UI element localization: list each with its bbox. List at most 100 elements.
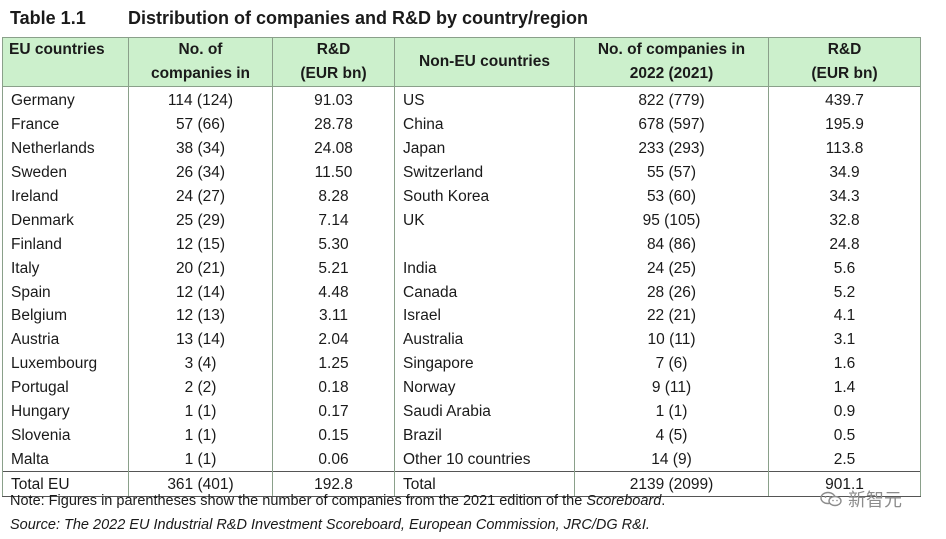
table-header: EU countries No. of companies in R&D (EU…	[2, 37, 921, 87]
cell-eu-companies: 1 (1)	[128, 399, 273, 424]
cell-eu-companies: 13 (14)	[128, 327, 273, 352]
header-eu-companies-line1: No. of	[178, 41, 223, 58]
wechat-icon	[820, 491, 842, 507]
cell-eu-companies: 3 (4)	[128, 351, 273, 376]
cell-eu-rd: 5.30	[272, 232, 395, 257]
cell-non-eu-companies: 14 (9)	[574, 447, 769, 472]
cell-non-eu-companies: 4 (5)	[574, 423, 769, 448]
cell-non-eu-rd: 5.6	[768, 256, 921, 281]
cell-non-eu-country: India	[394, 256, 575, 281]
note-italic: Scoreboard	[586, 493, 662, 509]
cell-eu-country: Luxembourg	[2, 351, 129, 376]
cell-eu-companies: 12 (13)	[128, 304, 273, 328]
cell-non-eu-companies: 55 (57)	[574, 160, 769, 185]
cell-non-eu-companies: 9 (11)	[574, 375, 769, 400]
cell-eu-rd: 1.25	[272, 351, 395, 376]
cell-non-eu-rd: 34.9	[768, 160, 921, 185]
distribution-table: EU countries No. of companies in R&D (EU…	[2, 37, 921, 498]
header-non-eu-companies-line2: 2022 (2021)	[629, 65, 714, 82]
cell-non-eu-rd: 4.1	[768, 304, 921, 328]
cell-non-eu-rd: 34.3	[768, 184, 921, 209]
cell-eu-country: Belgium	[2, 304, 129, 328]
cell-non-eu-companies: 1 (1)	[574, 399, 769, 424]
cell-non-eu-country: China	[394, 112, 575, 137]
cell-non-eu-rd: 195.9	[768, 112, 921, 137]
cell-eu-country: Portugal	[2, 375, 129, 400]
cell-non-eu-companies: 28 (26)	[574, 280, 769, 305]
cell-non-eu-country: Total	[394, 471, 575, 498]
cell-eu-country: Italy	[2, 256, 129, 281]
table-number: Table 1.1	[10, 8, 86, 28]
table-caption: Distribution of companies and R&D by cou…	[128, 8, 589, 28]
cell-eu-country: Hungary	[2, 399, 129, 424]
cell-non-eu-rd: 3.1	[768, 327, 921, 352]
table-row: Spain 12 (14) 4.48 Canada 28 (26) 5.2	[2, 280, 921, 305]
cell-non-eu-country: Switzerland	[394, 160, 575, 185]
table-row: Hungary 1 (1) 0.17 Saudi Arabia 1 (1) 0.9	[2, 399, 921, 424]
cell-eu-companies: 361 (401)	[128, 471, 273, 498]
cell-non-eu-rd: 1.4	[768, 375, 921, 400]
cell-eu-country: Total EU	[2, 471, 129, 498]
cell-non-eu-companies: 678 (597)	[574, 112, 769, 137]
cell-eu-rd: 91.03	[272, 86, 395, 113]
cell-non-eu-rd: 439.7	[768, 86, 921, 113]
table-row: Finland 12 (15) 5.30 84 (86) 24.8	[2, 232, 921, 257]
cell-eu-rd: 0.17	[272, 399, 395, 424]
cell-eu-rd: 0.18	[272, 375, 395, 400]
header-non-eu-countries: Non-EU countries	[394, 37, 575, 87]
cell-eu-companies: 1 (1)	[128, 447, 273, 472]
cell-non-eu-rd: 2.5	[768, 447, 921, 472]
cell-non-eu-country: South Korea	[394, 184, 575, 209]
watermark-text: 新智元	[848, 490, 902, 510]
cell-non-eu-rd: 32.8	[768, 208, 921, 233]
cell-eu-companies: 57 (66)	[128, 112, 273, 137]
cell-eu-country: Denmark	[2, 208, 129, 233]
cell-non-eu-country: Norway	[394, 375, 575, 400]
cell-non-eu-country: Brazil	[394, 423, 575, 448]
cell-non-eu-country: UK	[394, 208, 575, 233]
cell-non-eu-country: Japan	[394, 136, 575, 161]
table-row: Austria 13 (14) 2.04 Australia 10 (11) 3.1	[2, 327, 921, 352]
note-suffix: .	[661, 493, 666, 509]
cell-eu-country: Austria	[2, 327, 129, 352]
cell-eu-companies: 12 (14)	[128, 280, 273, 305]
cell-non-eu-rd: 901.1	[768, 471, 921, 498]
table-row: Luxembourg 3 (4) 1.25 Singapore 7 (6) 1.6	[2, 351, 921, 376]
header-eu-rd-line2: (EUR bn)	[300, 65, 367, 82]
cell-non-eu-companies: 24 (25)	[574, 256, 769, 281]
cell-non-eu-rd: 113.8	[768, 136, 921, 161]
table-row: Germany 114 (124) 91.03 US 822 (779) 439.7	[2, 86, 921, 113]
header-non-eu-rd: R&D (EUR bn)	[768, 37, 921, 87]
cell-non-eu-companies: 10 (11)	[574, 327, 769, 352]
cell-non-eu-country: US	[394, 86, 575, 113]
cell-eu-companies: 38 (34)	[128, 136, 273, 161]
cell-eu-companies: 25 (29)	[128, 208, 273, 233]
header-non-eu-rd-line2: (EUR bn)	[811, 65, 878, 82]
cell-non-eu-rd: 1.6	[768, 351, 921, 376]
table-body: Germany 114 (124) 91.03 US 822 (779) 439.7 Fra…	[2, 86, 921, 498]
cell-eu-companies: 24 (27)	[128, 184, 273, 209]
table-note: Note: Figures in parentheses show the nu…	[10, 493, 665, 509]
cell-non-eu-country: Other 10 countries	[394, 447, 575, 472]
cell-eu-rd: 3.11	[272, 304, 395, 328]
cell-non-eu-companies: 53 (60)	[574, 184, 769, 209]
distribution-table-container: EU countries No. of companies in R&D (EU…	[2, 37, 921, 498]
table-row: Portugal 2 (2) 0.18 Norway 9 (11) 1.4	[2, 375, 921, 400]
cell-eu-country: Slovenia	[2, 423, 129, 448]
cell-eu-companies: 20 (21)	[128, 256, 273, 281]
table-source: Source: The 2022 EU Industrial R&D Inves…	[10, 517, 650, 533]
cell-eu-country: Germany	[2, 86, 129, 113]
table-row: Sweden 26 (34) 11.50 Switzerland 55 (57) 34.9	[2, 160, 921, 185]
cell-eu-country: Sweden	[2, 160, 129, 185]
table-row: Malta 1 (1) 0.06 Other 10 countries 14 (9) 2.…	[2, 447, 921, 472]
cell-non-eu-companies: 822 (779)	[574, 86, 769, 113]
header-eu-countries: EU countries	[2, 37, 129, 87]
note-prefix: Note: Figures in parentheses show the nu…	[10, 493, 587, 509]
table-row: Denmark 25 (29) 7.14 UK 95 (105) 32.8	[2, 208, 921, 233]
cell-non-eu-companies: 7 (6)	[574, 351, 769, 376]
cell-non-eu-rd: 24.8	[768, 232, 921, 257]
cell-eu-rd: 28.78	[272, 112, 395, 137]
cell-eu-rd: 0.15	[272, 423, 395, 448]
cell-non-eu-companies: 233 (293)	[574, 136, 769, 161]
header-eu-rd-line1: R&D	[316, 41, 351, 58]
